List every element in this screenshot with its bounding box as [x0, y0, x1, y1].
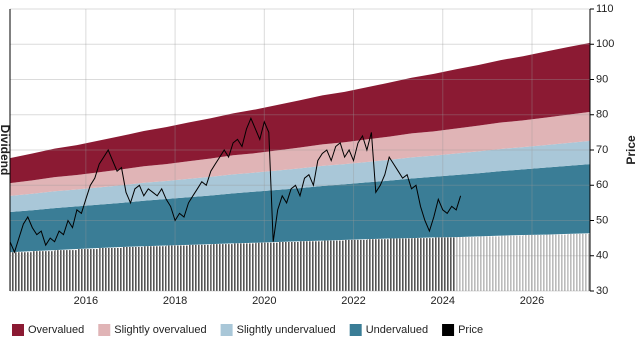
dividend-bar	[300, 241, 323, 291]
dividend-bar	[500, 235, 524, 291]
legend-swatch	[220, 324, 233, 336]
valuation-band	[10, 111, 590, 196]
dividend-bar	[255, 242, 278, 291]
y-tick-label: 90	[596, 73, 608, 85]
dividend-bar	[322, 240, 345, 291]
dividend-bar	[233, 243, 256, 291]
x-tick-label: 2024	[431, 295, 455, 307]
x-tick-label: 2016	[74, 295, 98, 307]
dividend-bar	[277, 242, 300, 291]
y-tick-label: 70	[596, 144, 608, 156]
legend-swatch	[442, 324, 455, 336]
dividend-bar	[143, 246, 167, 291]
legend-swatch	[349, 324, 362, 336]
dividend-bar	[366, 239, 390, 291]
dividend-bar	[456, 237, 479, 291]
x-tick-label: 2018	[163, 295, 187, 307]
dividend-bar	[411, 238, 434, 291]
legend-label: Overvalued	[28, 324, 84, 336]
dividend-bar	[389, 238, 412, 291]
y-axis-label-right: Price	[624, 135, 638, 165]
dividend-bar	[99, 247, 122, 291]
dividend-bar	[54, 250, 77, 291]
y-tick-label: 60	[596, 179, 608, 191]
y-tick-label: 40	[596, 250, 608, 262]
dividend-bar	[188, 244, 211, 291]
dividend-bar	[545, 234, 568, 291]
legend-swatch	[98, 324, 111, 336]
dividend-bar	[344, 239, 367, 291]
dividend-bar	[567, 233, 590, 291]
legend-label: Slightly undervalued	[237, 324, 336, 336]
y-tick-label: 80	[596, 109, 608, 121]
legend-label: Undervalued	[366, 324, 428, 336]
legend-swatch	[12, 324, 24, 336]
dividend-bar	[523, 234, 546, 291]
y-tick-label: 100	[596, 38, 614, 50]
dividend-bar	[76, 249, 100, 291]
dividend-bar	[166, 245, 189, 291]
dividend-bar	[433, 237, 457, 291]
legend-label: Slightly overvalued	[114, 324, 206, 336]
price-line	[9, 117, 462, 254]
x-tick-label: 2020	[252, 295, 276, 307]
dividend-bar	[210, 244, 234, 291]
y-tick-label: 50	[596, 214, 608, 226]
dividend-bar	[10, 252, 33, 291]
y-tick-label: 30	[596, 285, 608, 297]
y-tick-label: 110	[596, 3, 614, 15]
legend-label: Price	[458, 324, 483, 336]
dividend-bar	[121, 246, 144, 291]
valuation-band	[10, 42, 590, 184]
y-axis-label-left: Dividend	[0, 125, 12, 176]
x-tick-label: 2022	[341, 295, 365, 307]
dividend-bar	[32, 251, 55, 291]
dividend-bar	[478, 236, 501, 291]
valuation-band	[10, 164, 590, 253]
x-tick-label: 2026	[520, 295, 544, 307]
